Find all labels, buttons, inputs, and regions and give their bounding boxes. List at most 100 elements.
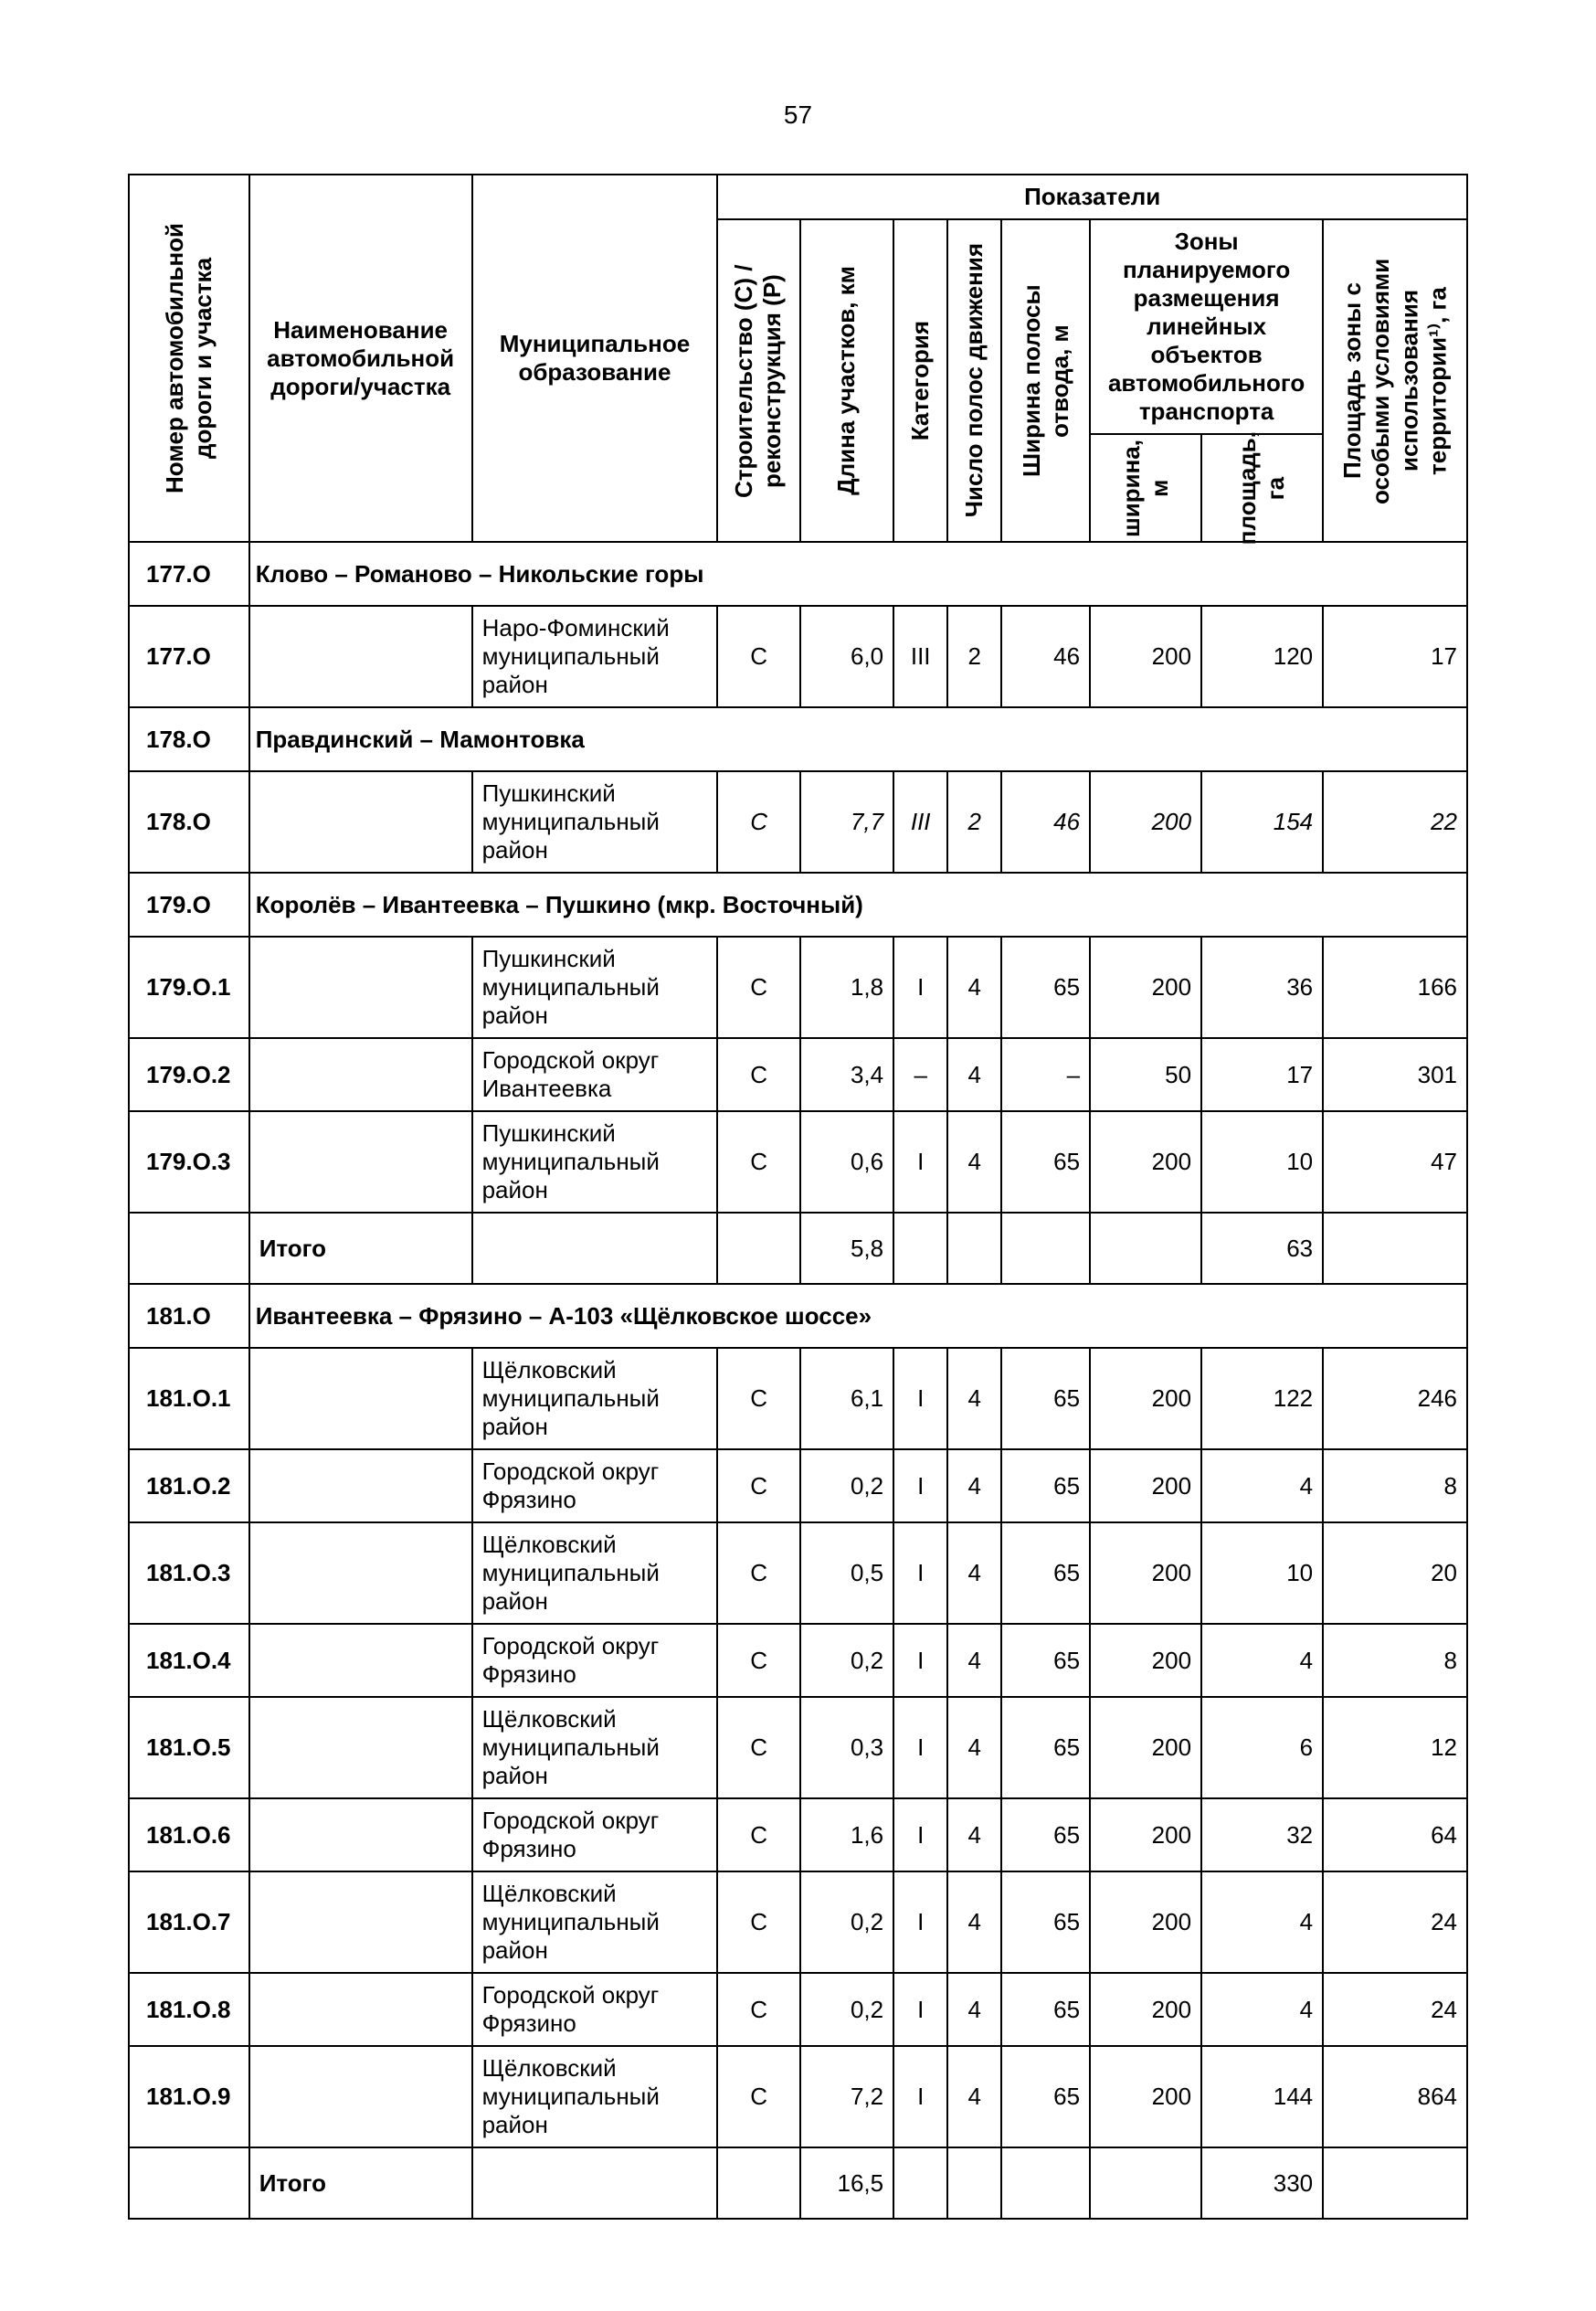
table-row: 179.ОКоролёв – Ивантеевка – Пушкино (мкр… [129, 873, 1467, 937]
table-cell: – [893, 1038, 947, 1111]
table-row: 181.ОИвантеевка – Фрязино – А-103 «Щёлко… [129, 1284, 1467, 1348]
table-cell: 181.О.9 [129, 2046, 249, 2147]
table-cell: 65 [1001, 1973, 1090, 2046]
table-cell: 1,6 [800, 1798, 893, 1871]
table-cell: 200 [1090, 771, 1201, 873]
table-cell [893, 2147, 947, 2219]
table-cell: 7,2 [800, 2046, 893, 2147]
table-row: 178.ОПушкинский муниципальный районС7,7I… [129, 771, 1467, 873]
table-cell: С [717, 937, 800, 1038]
section-id: 177.О [129, 542, 249, 606]
table-cell: 330 [1201, 2147, 1323, 2219]
table-cell: 65 [1001, 2046, 1090, 2147]
table-cell: 200 [1090, 1522, 1201, 1624]
col-row-width: Ширина полосы отвода, м [1001, 219, 1090, 542]
table-cell: 864 [1323, 2046, 1467, 2147]
table-cell [249, 937, 472, 1038]
table-cell [947, 1213, 1001, 1284]
table-row: 181.О.1Щёлковский муниципальный районС6,… [129, 1348, 1467, 1449]
table-cell: С [717, 1624, 800, 1697]
table-row: 181.О.6Городской округ ФрязиноС1,6I46520… [129, 1798, 1467, 1871]
table-cell: 64 [1323, 1798, 1467, 1871]
table-cell [717, 1213, 800, 1284]
table-cell [472, 2147, 718, 2219]
table-cell: 122 [1201, 1348, 1323, 1449]
table-cell: 0,2 [800, 1624, 893, 1697]
page-number: 57 [0, 101, 1596, 130]
table-cell: 65 [1001, 1871, 1090, 1973]
table-cell: 4 [947, 1798, 1001, 1871]
table-cell: 65 [1001, 1697, 1090, 1798]
table-row: 177.ОКлово – Романово – Никольские горы [129, 542, 1467, 606]
table-cell: 4 [947, 1348, 1001, 1449]
table-cell: С [717, 1697, 800, 1798]
table-cell: I [893, 1973, 947, 2046]
table-cell [249, 1798, 472, 1871]
table-cell [249, 771, 472, 873]
table-cell: I [893, 1697, 947, 1798]
table-cell [1001, 2147, 1090, 2219]
table-cell: 32 [1201, 1798, 1323, 1871]
table-cell: 179.О.1 [129, 937, 249, 1038]
table-cell: 17 [1201, 1038, 1323, 1111]
table-cell: 36 [1201, 937, 1323, 1038]
table-cell: 144 [1201, 2046, 1323, 2147]
table-cell: 181.О.4 [129, 1624, 249, 1697]
table-cell: 65 [1001, 1624, 1090, 1697]
section-id: 179.О [129, 873, 249, 937]
table-cell: 6,0 [800, 606, 893, 707]
table-cell [249, 1697, 472, 1798]
table-cell: 6,1 [800, 1348, 893, 1449]
table-row: 179.О.3Пушкинский муниципальный районС0,… [129, 1111, 1467, 1213]
table-cell: 181.О.6 [129, 1798, 249, 1871]
col-zone-group: Зоны планируемого размещения линейных об… [1090, 219, 1323, 434]
table-cell [249, 1111, 472, 1213]
table-cell [1090, 1213, 1201, 1284]
table-cell: 65 [1001, 1798, 1090, 1871]
table-cell: 8 [1323, 1449, 1467, 1522]
table-cell: 46 [1001, 606, 1090, 707]
table-cell: 0,3 [800, 1697, 893, 1798]
table-cell: Щёлковский муниципальный район [472, 1348, 718, 1449]
table-cell: I [893, 1871, 947, 1973]
col-municipality: Муниципальное образование [472, 175, 718, 542]
section-title: Ивантеевка – Фрязино – А-103 «Щёлковское… [249, 1284, 1467, 1348]
table-cell: 0,5 [800, 1522, 893, 1624]
table-cell [249, 1973, 472, 2046]
col-indicators: Показатели [717, 175, 1467, 219]
table-cell: 4 [947, 1973, 1001, 2046]
table-cell: I [893, 1449, 947, 1522]
table-cell: 4 [1201, 1973, 1323, 2046]
table-cell: 46 [1001, 771, 1090, 873]
table-cell [249, 1449, 472, 1522]
table-cell: С [717, 771, 800, 873]
table-cell [249, 2046, 472, 2147]
table-cell: 166 [1323, 937, 1467, 1038]
table-row: 179.О.2Городской округ ИвантеевкаС3,4–4–… [129, 1038, 1467, 1111]
table-cell: 47 [1323, 1111, 1467, 1213]
table-cell: 1,8 [800, 937, 893, 1038]
table-cell: 4 [947, 1624, 1001, 1697]
table-body: 177.ОКлово – Романово – Никольские горы1… [129, 542, 1467, 2219]
table-cell: С [717, 606, 800, 707]
table-cell: 3,4 [800, 1038, 893, 1111]
table-cell: 4 [947, 1871, 1001, 1973]
table-cell: 4 [947, 1522, 1001, 1624]
table-row: 181.О.4Городской округ ФрязиноС0,2I46520… [129, 1624, 1467, 1697]
table-cell: 200 [1090, 2046, 1201, 2147]
table-cell: 301 [1323, 1038, 1467, 1111]
table-cell: 200 [1090, 1697, 1201, 1798]
table-cell: Итого [249, 2147, 472, 2219]
table-cell [249, 1871, 472, 1973]
table-cell: 200 [1090, 1798, 1201, 1871]
table-cell: 246 [1323, 1348, 1467, 1449]
table-cell: С [717, 1871, 800, 1973]
table-cell: 24 [1323, 1871, 1467, 1973]
table-cell: Щёлковский муниципальный район [472, 1522, 718, 1624]
table-row: Итого5,863 [129, 1213, 1467, 1284]
table-cell: 181.О.2 [129, 1449, 249, 1522]
table-row: 181.О.3Щёлковский муниципальный районС0,… [129, 1522, 1467, 1624]
table-cell: Щёлковский муниципальный район [472, 1697, 718, 1798]
table-cell: 6 [1201, 1697, 1323, 1798]
table-cell: 5,8 [800, 1213, 893, 1284]
